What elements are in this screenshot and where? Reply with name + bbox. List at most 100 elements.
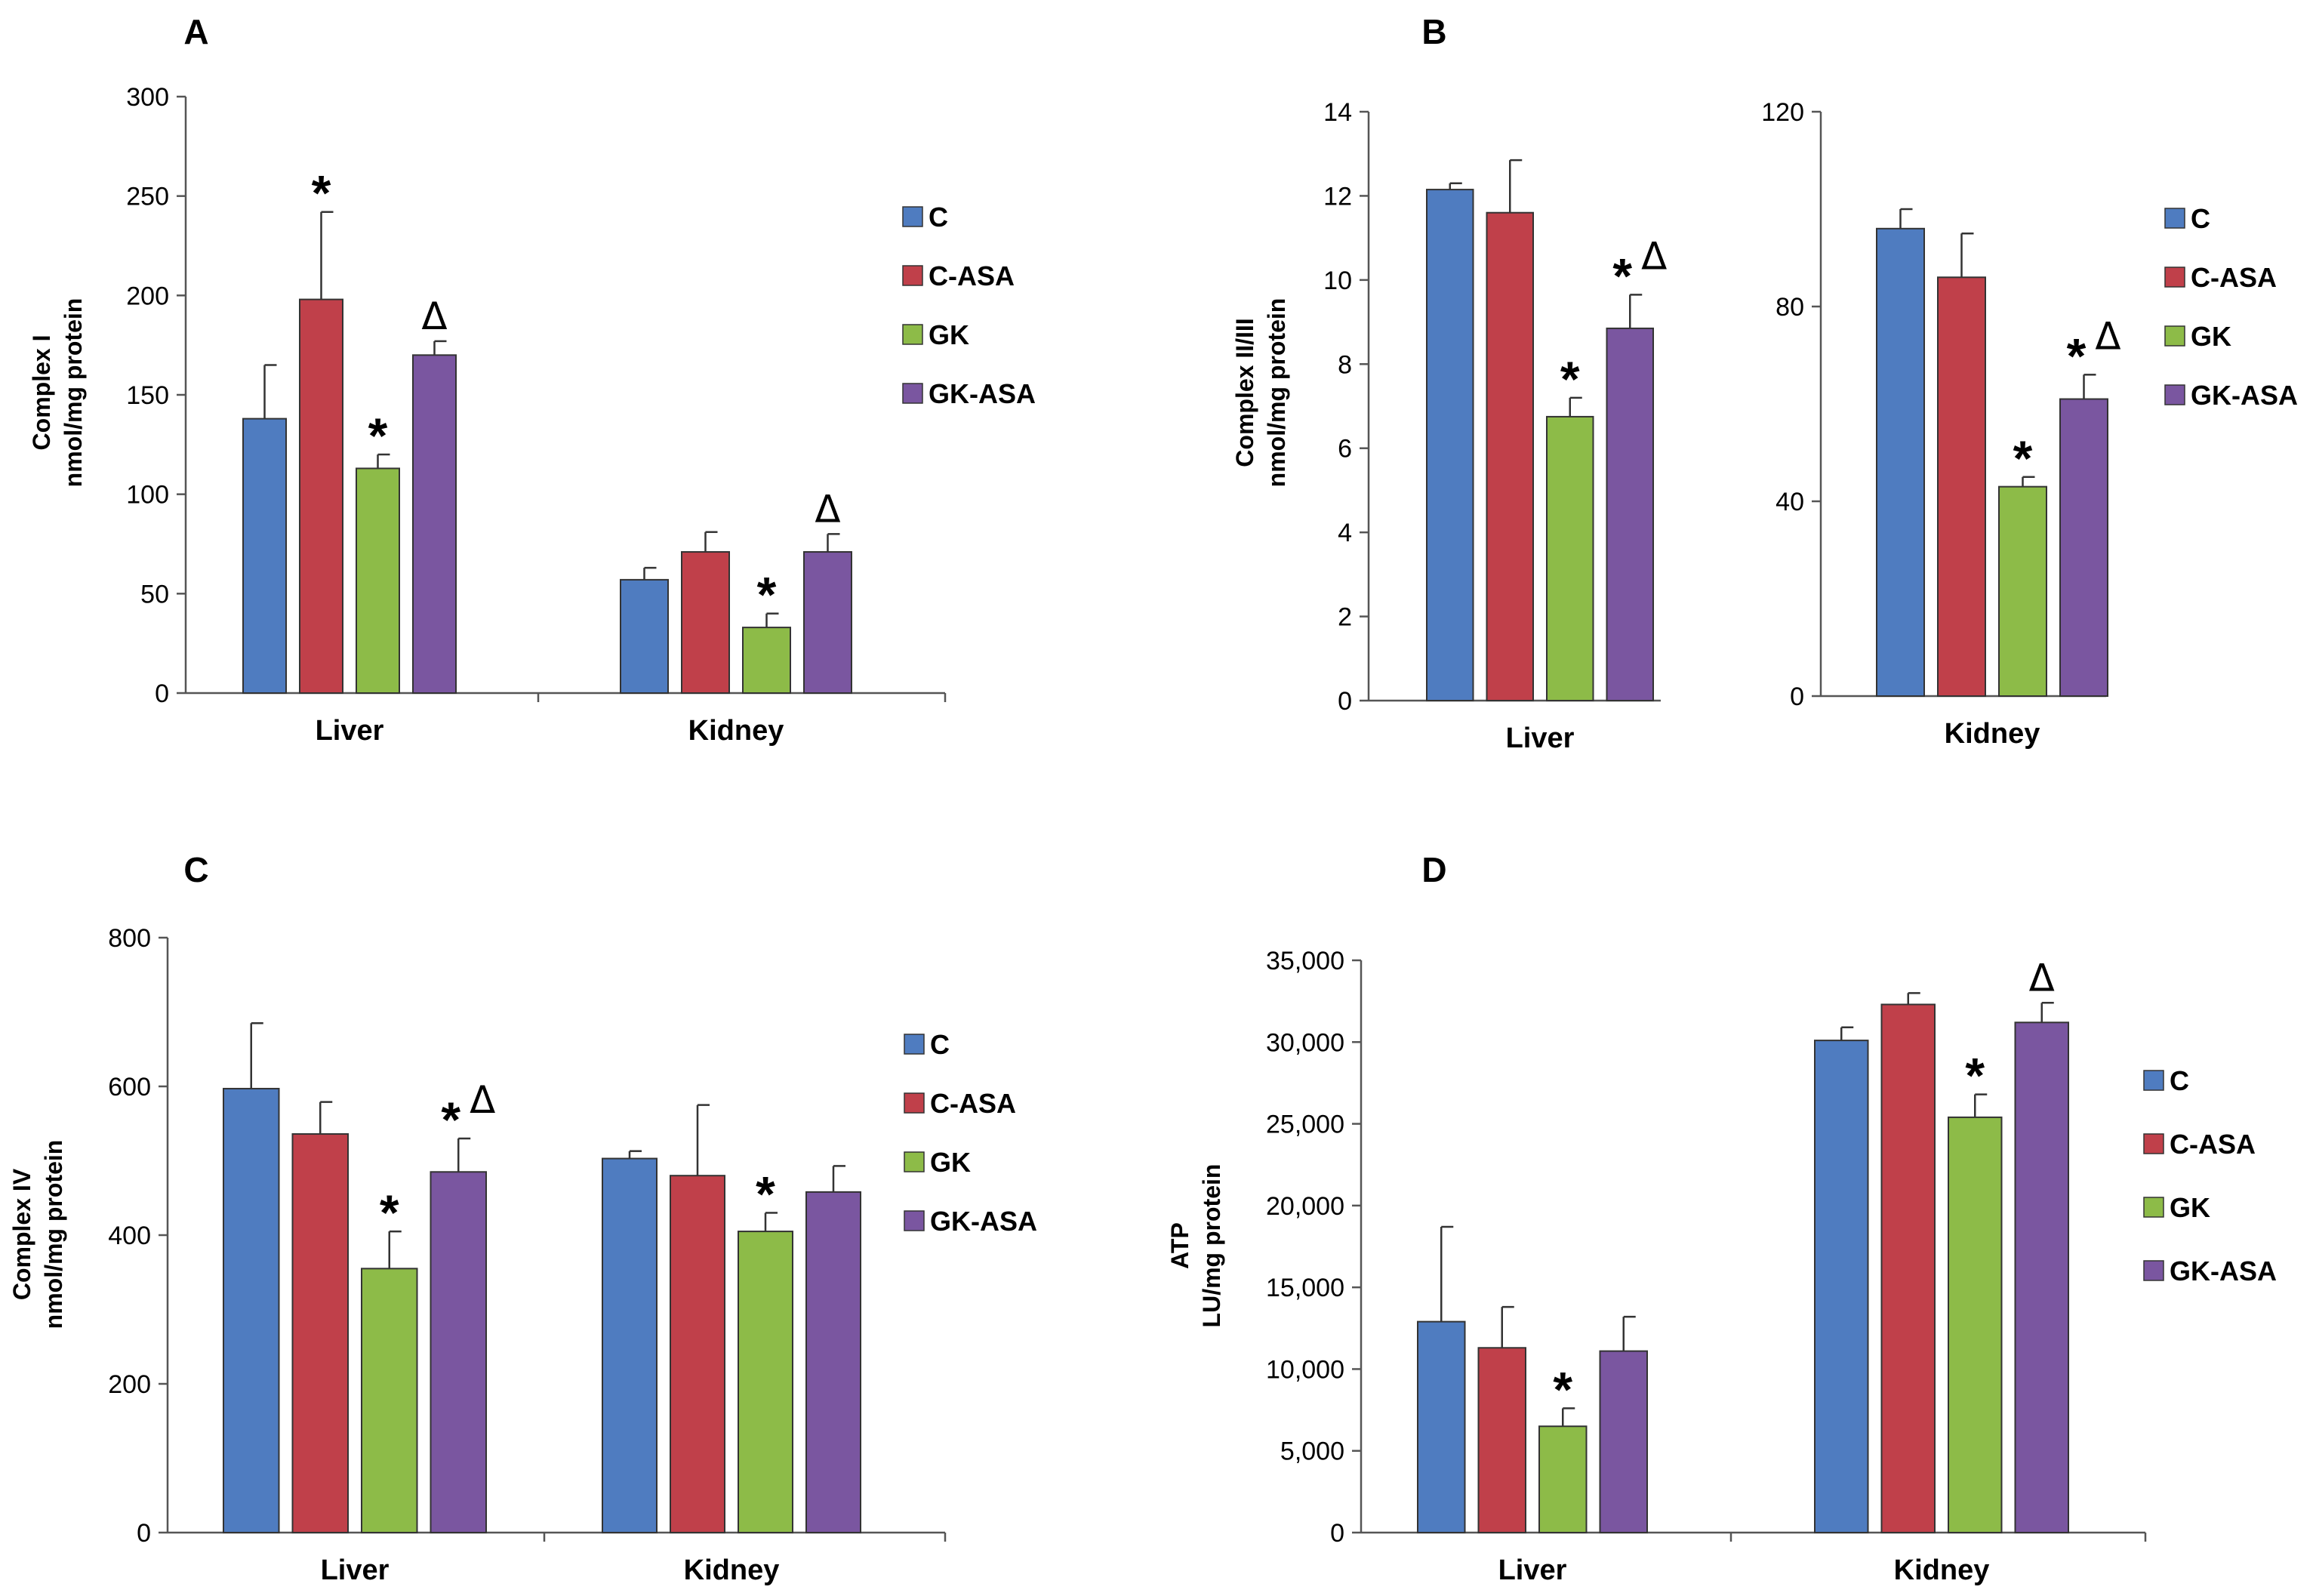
y-tick-label: 6 [1338, 435, 1352, 464]
bar-gk-kidney [738, 1231, 793, 1533]
panel-label: B [1421, 12, 1446, 51]
y-tick-label: 800 [108, 924, 151, 953]
y-tick-label: 2 [1338, 603, 1352, 632]
legend-swatch-gk [902, 324, 923, 345]
y-axis-label: LU/mg protein [1198, 1164, 1225, 1328]
bar-gk-asa-liver [412, 354, 457, 694]
y-tick-label: 600 [108, 1073, 151, 1101]
bar-gk-asa-kidney [805, 1191, 861, 1533]
significance-delta: Δ [2095, 314, 2120, 358]
bar-c-asa-liver [1477, 1347, 1526, 1533]
significance-star: * [380, 1185, 399, 1240]
category-label: Kidney [1945, 718, 2040, 750]
y-tick-label: 300 [126, 83, 169, 112]
bar-gk-liver [361, 1268, 418, 1533]
bar-c-asa-kidney [681, 551, 730, 694]
category-label: Liver [1498, 1554, 1567, 1586]
bar-gk-asa-kidney [2059, 398, 2108, 697]
category-label: Liver [316, 715, 384, 747]
legend-swatch-c [904, 1034, 925, 1055]
legend-label-gk-asa: GK-ASA [930, 1206, 1037, 1237]
bar-gk-asa-liver [430, 1171, 487, 1534]
significance-star: * [756, 1166, 775, 1222]
legend-swatch-gk [904, 1151, 925, 1172]
y-axis-label: ATP [1166, 1222, 1193, 1269]
bar-c-asa-liver [291, 1133, 349, 1534]
legend-swatch-c-asa [2164, 267, 2185, 288]
legend-label-gk: GK [929, 319, 969, 350]
y-tick-label: 12 [1323, 182, 1352, 211]
y-tick-label: 120 [1761, 98, 1804, 127]
bar-gk-asa-liver [1599, 1350, 1648, 1533]
legend-swatch-c [902, 206, 923, 227]
legend-label-gk-asa: GK-ASA [929, 378, 1036, 409]
y-tick-label: 50 [140, 580, 169, 609]
panel-label: C [183, 850, 208, 889]
significance-delta: Δ [815, 487, 840, 531]
legend-swatch-gk-asa [2143, 1260, 2164, 1281]
y-tick-label: 400 [108, 1222, 151, 1250]
legend-label-c: C [2191, 203, 2210, 234]
bar-gk-liver [356, 467, 400, 695]
significance-star: * [2013, 430, 2033, 486]
bar-c-liver [1417, 1320, 1466, 1533]
legend-swatch-c-asa [2143, 1133, 2164, 1154]
significance-star: * [2067, 328, 2087, 384]
legend-swatch-c-asa [902, 265, 923, 286]
panel-a: A 0 50 100 150 200 250 300 * * Δ Liver * Δ Kidney Compl… [28, 12, 1036, 747]
legend-label-c-asa: C-ASA [2191, 262, 2277, 293]
panel-label: A [183, 12, 208, 51]
bar-c-asa-kidney [1937, 276, 1986, 697]
y-tick-label: 20,000 [1266, 1192, 1344, 1221]
y-tick-label: 5,000 [1280, 1437, 1344, 1466]
bar-gk-kidney [1998, 485, 2047, 698]
significance-star: * [312, 165, 331, 221]
bar-c-kidney [602, 1157, 658, 1534]
significance-delta: Δ [2029, 956, 2055, 1000]
significance-delta: Δ [470, 1078, 495, 1122]
bar-c-liver [223, 1087, 280, 1533]
y-tick-label: 100 [126, 481, 169, 510]
legend-swatch-c [2143, 1070, 2164, 1091]
significance-delta: Δ [1641, 234, 1667, 278]
significance-star: * [757, 567, 777, 623]
y-axis-label: nmol/mg protein [1263, 298, 1290, 488]
y-tick-label: 15,000 [1266, 1274, 1344, 1302]
y-tick-label: 14 [1323, 98, 1352, 127]
legend-label-c: C [929, 202, 948, 233]
bar-c-asa-liver [299, 298, 343, 695]
bar-c-asa-kidney [670, 1175, 725, 1533]
legend-swatch-gk-asa [2164, 384, 2185, 405]
significance-star: * [1560, 351, 1580, 407]
bar-c-kidney [1876, 227, 1925, 697]
legend-label-c: C [2170, 1065, 2189, 1096]
y-axis-label: Complex I [28, 335, 55, 451]
y-tick-label: 25,000 [1266, 1111, 1344, 1139]
bar-gk-asa-liver [1606, 327, 1654, 701]
y-tick-label: 10 [1323, 267, 1352, 295]
legend-label-gk-asa: GK-ASA [2170, 1256, 2277, 1286]
legend-swatch-gk [2143, 1197, 2164, 1218]
y-tick-label: 40 [1775, 488, 1804, 516]
bar-c-liver [242, 417, 287, 694]
bar-c-asa-kidney [1880, 1003, 1936, 1533]
bar-gk-liver [1546, 415, 1594, 702]
significance-star: * [368, 408, 388, 464]
y-axis-label: nmol/mg protein [40, 1140, 67, 1329]
y-tick-label: 0 [1790, 682, 1804, 711]
legend-label-gk: GK [2191, 321, 2231, 352]
significance-star: * [1553, 1361, 1572, 1417]
panel-label: D [1421, 850, 1446, 889]
category-label: Kidney [684, 1554, 780, 1586]
legend-label-c: C [930, 1029, 950, 1060]
legend-label-gk-asa: GK-ASA [2191, 380, 2298, 411]
bar-gk-asa-kidney [2014, 1021, 2069, 1533]
legend-label-gk: GK [930, 1147, 971, 1178]
category-label: Liver [1506, 723, 1575, 754]
legend-swatch-gk [2164, 325, 2185, 347]
